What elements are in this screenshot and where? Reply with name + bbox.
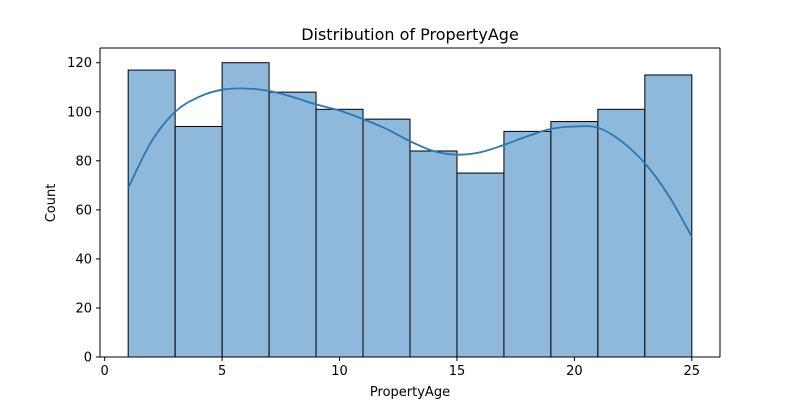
histogram-bar (456, 172, 505, 358)
histogram-bar (550, 121, 599, 358)
chart-title: Distribution of PropertyAge (301, 25, 519, 44)
y-tick-label: 100 (67, 105, 92, 120)
y-tick-label: 60 (75, 203, 92, 218)
y-tick-label: 0 (84, 351, 92, 366)
x-axis-ticks: 0 5 10 15 20 25 (101, 357, 701, 379)
x-tick-label: 20 (566, 364, 583, 379)
y-tick-label: 80 (75, 154, 92, 169)
histogram-bar (174, 125, 223, 358)
histogram-bar (268, 91, 317, 358)
histogram-bar (127, 69, 176, 358)
x-tick-label: 25 (684, 364, 701, 379)
y-tick-label: 40 (75, 252, 92, 267)
y-axis-ticks: 0 20 40 60 80 100 120 (67, 56, 100, 366)
kde-line (127, 87, 693, 238)
histogram-bar (503, 130, 552, 358)
histogram-bar (362, 118, 411, 358)
y-tick-label: 20 (75, 301, 92, 316)
histogram-bar (644, 74, 693, 358)
x-tick-label: 10 (331, 364, 348, 379)
x-tick-label: 0 (101, 364, 109, 379)
x-tick-label: 15 (449, 364, 466, 379)
histogram-bar (221, 62, 270, 358)
histogram-bar (315, 108, 364, 358)
histogram-bar (409, 150, 458, 358)
kde-layer (127, 87, 693, 238)
axes (99, 47, 721, 358)
histogram-bar (597, 108, 646, 358)
y-tick-label: 120 (67, 56, 92, 71)
histogram-bars (127, 62, 693, 358)
x-tick-label: 5 (218, 364, 226, 379)
x-axis-title: PropertyAge (370, 385, 450, 400)
y-axis-title: Count (44, 184, 59, 223)
